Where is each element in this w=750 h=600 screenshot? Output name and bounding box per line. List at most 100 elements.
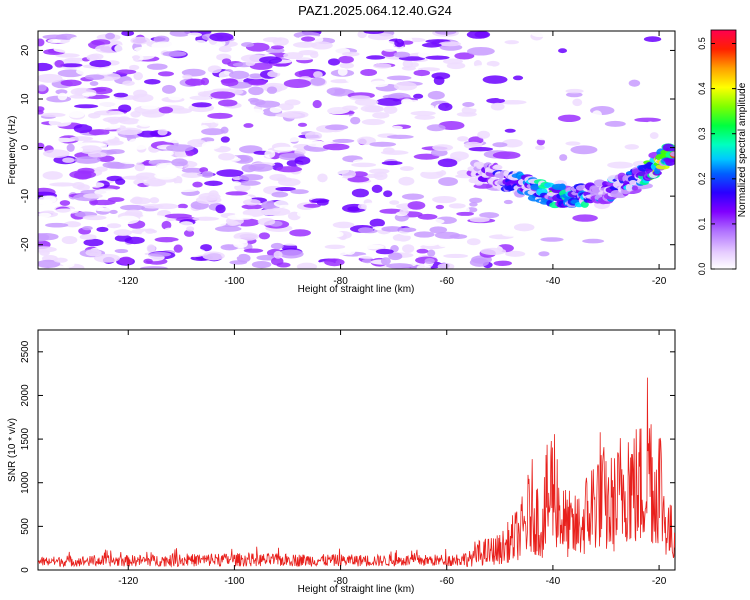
spectral-blob [245, 108, 264, 116]
spectral-blob [159, 150, 174, 157]
spectral-blob [146, 244, 156, 253]
signal-blob [625, 183, 633, 192]
spectral-blob [173, 244, 183, 253]
spectral-blob [330, 79, 351, 84]
spectral-blob [185, 78, 206, 87]
spectral-blob [354, 98, 379, 106]
spectral-blob [317, 230, 341, 239]
spectral-blob [57, 92, 68, 101]
spectral-blob [426, 124, 446, 132]
spectral-blob [419, 134, 436, 143]
spectral-blob [54, 59, 65, 68]
spectral-blob [456, 111, 477, 117]
spectral-blob [538, 251, 550, 257]
spectral-blob [241, 42, 255, 48]
spectral-blob [450, 151, 469, 161]
spectral-blob [221, 78, 239, 87]
spectral-blob [275, 166, 303, 173]
spectral-blob [218, 46, 232, 53]
spectral-blob [153, 35, 170, 44]
spectral-blob [376, 97, 403, 106]
x-tick-label: -100 [224, 576, 244, 587]
spectral-blob [558, 48, 568, 54]
colorbar-tick-label: 0.2 [697, 173, 707, 186]
spectral-blob [402, 59, 414, 69]
spectral-blob [47, 38, 61, 44]
spectral-blob [226, 220, 239, 226]
spectral-blob [192, 216, 220, 221]
spectral-blob [570, 145, 598, 155]
spectral-blob [350, 116, 361, 125]
spectral-blob [604, 120, 626, 127]
spectral-blob [339, 62, 355, 69]
spectral-blob [58, 247, 78, 256]
spectral-blob [435, 50, 447, 56]
signal-blob [670, 151, 675, 157]
spectral-blob [381, 226, 404, 232]
spectral-blob [181, 172, 203, 178]
top-y-axis-label: Frequency (Hz) [7, 116, 18, 185]
spectral-blob [413, 231, 435, 238]
spectral-blob [114, 248, 129, 254]
spectral-blob [85, 249, 102, 257]
spectral-blob [312, 100, 322, 109]
spectral-blob [137, 118, 153, 127]
spectral-blob [357, 31, 367, 39]
spectral-blob [356, 136, 376, 145]
spectral-blob [468, 146, 494, 152]
spectral-blob [148, 252, 172, 257]
spectral-blob [185, 150, 195, 157]
spectral-blob [69, 136, 94, 141]
snr-series-line [38, 377, 675, 568]
spectral-blob [280, 136, 302, 143]
spectral-blob [239, 180, 261, 186]
y-tick-label: 2000 [20, 384, 31, 407]
spectral-blob [42, 149, 70, 158]
spectral-blob [341, 170, 356, 179]
signal-blob [665, 147, 675, 152]
x-tick-label: -80 [333, 576, 348, 587]
spectral-blob [218, 70, 233, 80]
spectral-blob [262, 37, 282, 43]
spectral-blob [304, 131, 323, 141]
spectral-blob [326, 87, 346, 96]
spectral-blob [183, 229, 195, 237]
top-x-axis-label: Height of straight line (km) [298, 284, 415, 295]
spectral-blob [413, 69, 431, 77]
spectral-blob [331, 177, 350, 186]
spectral-blob [218, 152, 235, 161]
spectral-blob [143, 179, 167, 187]
y-tick-label: 1000 [20, 471, 31, 494]
spectral-blob [239, 174, 264, 181]
spectral-blob [513, 223, 535, 232]
spectral-blob [366, 55, 386, 60]
x-tick-label: -60 [440, 276, 455, 287]
spectral-blob [53, 257, 68, 263]
spectral-blob [298, 50, 318, 56]
top-y-axis: -20 -10 0 10 20 [20, 44, 675, 252]
spectral-blob [96, 226, 109, 233]
spectral-blob [469, 258, 489, 267]
colorbar-tick-label: 0.4 [697, 82, 707, 95]
spectral-blob [317, 207, 338, 214]
spectral-blob [209, 32, 234, 42]
spectral-blob [502, 139, 523, 148]
spectral-blob [93, 253, 121, 263]
spectral-blob [369, 80, 389, 88]
spectral-blob [399, 166, 414, 171]
spectral-blob [216, 169, 244, 177]
spectral-blob [342, 33, 356, 40]
spectral-blob [332, 221, 355, 229]
spectral-blob [93, 110, 119, 116]
spectral-blob [210, 91, 236, 99]
spectral-blob [271, 191, 289, 198]
spectral-blob [381, 160, 403, 166]
x-tick-label: -120 [118, 276, 138, 287]
x-tick-label: -40 [546, 576, 561, 587]
spectral-blob [193, 40, 207, 45]
spectral-blob [337, 67, 348, 76]
spectral-blob [357, 254, 379, 259]
spectral-blob [102, 116, 128, 123]
spectral-blob [169, 31, 191, 37]
spectral-blob [261, 200, 277, 210]
